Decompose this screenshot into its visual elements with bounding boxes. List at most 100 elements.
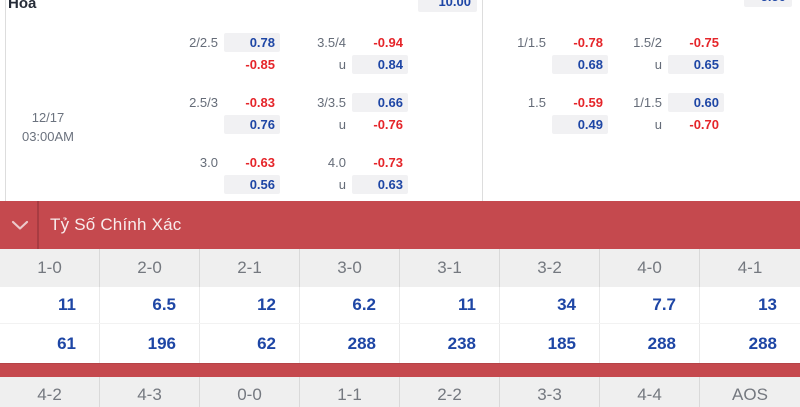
odds-cell: u 0.63 <box>286 174 408 194</box>
odds-cell: 4.0 -0.73 <box>286 152 408 172</box>
odds-cell: u 0.65 <box>602 54 724 74</box>
score-odds[interactable]: 13 <box>758 295 777 314</box>
odds-value[interactable]: -0.63 <box>245 154 275 170</box>
score-odds[interactable]: 185 <box>500 324 600 363</box>
score-label: 0-0 <box>200 377 300 407</box>
score-label: 4-2 <box>0 377 100 407</box>
score-header-row: 1-0 2-0 2-1 3-0 3-1 3-2 4-0 4-1 <box>0 249 800 287</box>
score-odds[interactable]: 238 <box>400 324 500 363</box>
score-odds[interactable]: 34 <box>500 287 600 323</box>
score-odds[interactable]: 61 <box>0 324 100 363</box>
score-label: 4-0 <box>600 249 700 287</box>
score-label: 1-0 <box>0 249 100 287</box>
score-label: 2-1 <box>200 249 300 287</box>
odds-cell: u 0.84 <box>286 54 408 74</box>
score-label: 3-0 <box>300 249 400 287</box>
odds-value[interactable]: 0.65 <box>668 54 724 74</box>
match-datetime: 12/17 03:00AM <box>8 108 88 146</box>
handicap-label: 1/1.5 <box>633 94 662 110</box>
score-label: 4-3 <box>100 377 200 407</box>
score-label: 1-1 <box>300 377 400 407</box>
odds-value[interactable]: -0.70 <box>689 116 719 132</box>
correct-score-section-header[interactable]: Tỷ Số Chính Xác <box>0 201 800 249</box>
odds-value[interactable]: -0.94 <box>373 34 403 50</box>
draw-odds-value[interactable]: 10.00 <box>418 0 477 12</box>
handicap-label: 4.0 <box>327 154 346 170</box>
odds-cell: 1.5 -0.59 <box>486 92 608 112</box>
draw-row-label: Hòa <box>8 0 37 12</box>
odds-cell: 1/1.5 0.60 <box>602 92 724 112</box>
odds-value[interactable]: 0.66 <box>352 92 408 112</box>
score-label: 3-2 <box>500 249 600 287</box>
handicap-label: 3.0 <box>199 154 218 170</box>
odds-cell: 2/2.5 0.78 <box>158 32 280 52</box>
odds-value[interactable]: -0.85 <box>245 56 275 72</box>
banner-divider <box>37 201 39 249</box>
odds-cell: -0.85 <box>158 54 280 74</box>
score-odds[interactable]: 7.7 <box>600 287 700 323</box>
match-date: 12/17 <box>31 110 65 125</box>
score-odds[interactable]: 288 <box>600 324 700 363</box>
odds-value[interactable]: 0.56 <box>224 174 280 194</box>
score-odds-row-bottom: 61 196 62 288 238 185 288 288 <box>0 323 800 363</box>
odds-cell: 0.68 <box>486 54 608 74</box>
odds-cell: 0.49 <box>486 114 608 134</box>
score-odds[interactable]: 62 <box>200 324 300 363</box>
score-odds[interactable]: 12 <box>200 287 300 323</box>
odds-cell: 1.5/2 -0.75 <box>602 32 724 52</box>
odds-value[interactable]: -0.76 <box>373 116 403 132</box>
section-title: Tỷ Số Chính Xác <box>50 215 182 234</box>
score-odds[interactable]: 6.2 <box>300 287 400 323</box>
handicap-label: 1.5 <box>527 94 546 110</box>
away-odds-value[interactable]: 5.50 <box>744 0 792 7</box>
odds-value[interactable]: -0.78 <box>573 34 603 50</box>
score-label: 4-1 <box>737 258 763 277</box>
handicap-odds-section: Hòa 10.00 5.50 12/17 03:00AM 2/2.5 0.78 … <box>0 0 800 201</box>
odds-value[interactable]: -0.73 <box>373 154 403 170</box>
score-odds[interactable]: 11 <box>0 287 100 323</box>
odds-value[interactable]: -0.83 <box>245 94 275 110</box>
handicap-label: 3.5/4 <box>317 34 346 50</box>
odds-cell: u -0.76 <box>286 114 408 134</box>
match-time: 03:00AM <box>21 129 75 144</box>
score-odds[interactable]: 6.5 <box>100 287 200 323</box>
section-left-divider <box>5 0 6 201</box>
correct-score-grid: 1-0 2-0 2-1 3-0 3-1 3-2 4-0 4-1 11 6.5 1… <box>0 249 800 407</box>
odds-cell: 0.76 <box>158 114 280 134</box>
odds-value[interactable]: 0.63 <box>352 174 408 194</box>
odds-value[interactable]: 0.78 <box>224 32 280 52</box>
score-odds[interactable]: 196 <box>100 324 200 363</box>
score-odds[interactable]: 288 <box>300 324 400 363</box>
odds-cell: u -0.70 <box>602 114 724 134</box>
score-odds-row-top: 11 6.5 12 6.2 11 34 7.7 13 <box>0 287 800 323</box>
score-odds[interactable]: 288 <box>748 333 777 353</box>
odds-group-divider <box>482 0 483 201</box>
score-header-row-2: 4-2 4-3 0-0 1-1 2-2 3-3 4-4 AOS <box>0 377 800 407</box>
odds-value[interactable]: -0.75 <box>689 34 719 50</box>
odds-value[interactable]: 0.84 <box>352 54 408 74</box>
score-label: 3-3 <box>500 377 600 407</box>
odds-cell: 3/3.5 0.66 <box>286 92 408 112</box>
under-label: u <box>338 176 346 192</box>
odds-cell: 3.5/4 -0.94 <box>286 32 408 52</box>
score-label: 3-1 <box>400 249 500 287</box>
odds-cell: 1/1.5 -0.78 <box>486 32 608 52</box>
odds-value[interactable]: 0.49 <box>552 114 608 134</box>
odds-value[interactable]: 0.60 <box>668 92 724 112</box>
under-label: u <box>654 56 662 72</box>
red-separator-band <box>0 363 800 377</box>
odds-value[interactable]: 0.76 <box>224 114 280 134</box>
score-odds[interactable]: 11 <box>400 287 500 323</box>
under-label: u <box>338 116 346 132</box>
under-label: u <box>654 116 662 132</box>
handicap-label: 2.5/3 <box>189 94 218 110</box>
odds-value[interactable]: 0.68 <box>552 54 608 74</box>
score-label: 2-2 <box>400 377 500 407</box>
chevron-down-icon[interactable] <box>11 220 29 231</box>
odds-cell: 3.0 -0.63 <box>158 152 280 172</box>
odds-value[interactable]: -0.59 <box>573 94 603 110</box>
score-label: 2-0 <box>100 249 200 287</box>
handicap-label: 1.5/2 <box>633 34 662 50</box>
handicap-label: 3/3.5 <box>317 94 346 110</box>
odds-cell: 2.5/3 -0.83 <box>158 92 280 112</box>
